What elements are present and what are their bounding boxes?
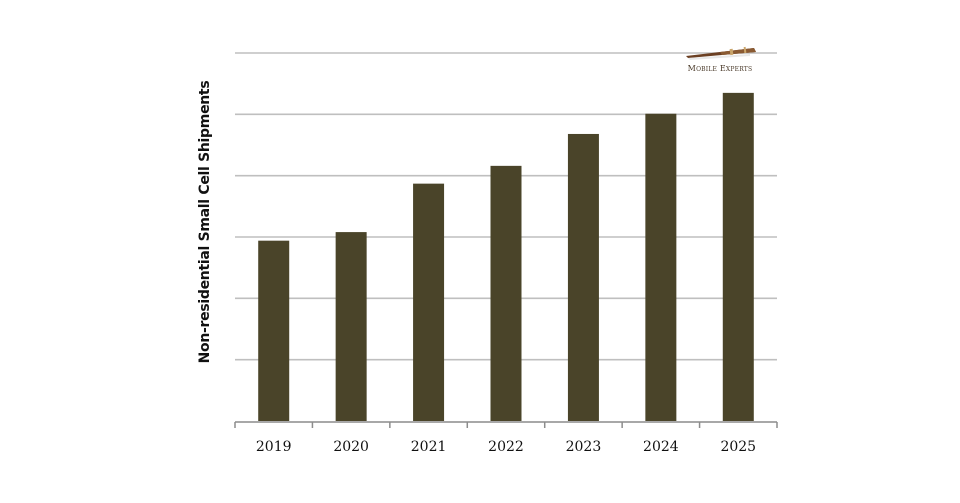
bars (258, 92, 754, 421)
x-tick-label: 2020 (333, 439, 369, 455)
y-axis-label: Non-residential Small Cell Shipments (197, 80, 213, 364)
telescope-icon (686, 46, 756, 60)
x-tick-label: 2021 (411, 439, 447, 455)
mobile-experts-logo: Mobile Experts (680, 42, 760, 78)
bar-2024 (645, 113, 677, 421)
bar-2022 (490, 165, 522, 421)
x-tick-label: 2023 (566, 439, 602, 455)
x-tick-label: 2019 (256, 439, 292, 455)
logo-text: Mobile Experts (687, 64, 753, 73)
bar-2025 (722, 92, 754, 421)
bar-2020 (335, 232, 367, 421)
bar-2021 (413, 183, 445, 421)
bar-2023 (567, 133, 599, 421)
x-tick-label: 2022 (488, 439, 524, 455)
x-tick-label: 2025 (720, 439, 756, 455)
x-tick-label: 2024 (643, 439, 679, 455)
bar-2019 (258, 240, 290, 421)
x-tick-labels: 2019 2020 2021 2022 2023 2024 2025 (256, 439, 756, 455)
x-axis (234, 421, 778, 428)
